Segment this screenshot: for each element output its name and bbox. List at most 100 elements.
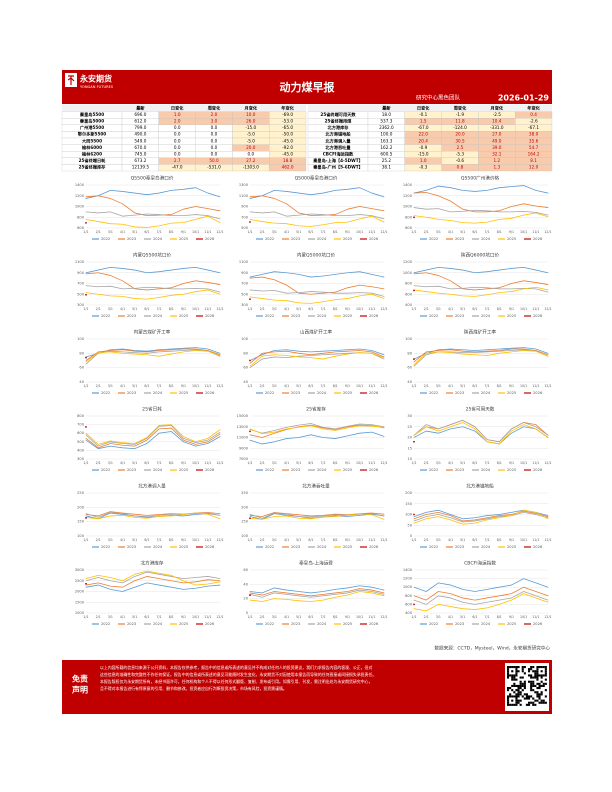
y-tick-label: 200 bbox=[405, 491, 413, 495]
x-tick-label: 3/1 bbox=[272, 461, 277, 465]
x-tick-label: 2/1 bbox=[260, 461, 265, 465]
cell-value: 38.0 bbox=[529, 132, 539, 137]
x-tick-label: 5/1 bbox=[132, 384, 137, 388]
row-label: CBCFI海运指数 bbox=[323, 151, 354, 158]
x-tick-label: 12/1 bbox=[544, 384, 551, 388]
qr-module bbox=[540, 670, 543, 673]
legend-label: 2024 bbox=[481, 622, 491, 626]
qr-module bbox=[509, 693, 512, 696]
y-tick-label: 150 bbox=[77, 520, 85, 524]
cell-value: 0.0 bbox=[211, 145, 218, 150]
qr-module bbox=[519, 682, 522, 685]
x-tick-label: 8/1 bbox=[169, 307, 174, 311]
cell-value: -2.6 bbox=[530, 119, 539, 124]
y-tick-label: 900 bbox=[241, 271, 249, 275]
legend-label: 2025 bbox=[343, 622, 352, 626]
qr-module bbox=[515, 689, 518, 692]
cell-value: -2.5 bbox=[493, 112, 502, 117]
series-line bbox=[413, 578, 549, 592]
qr-module bbox=[544, 689, 547, 692]
qr-module bbox=[515, 674, 518, 677]
x-tick-label: 7/1 bbox=[485, 538, 490, 542]
row-label: 25省终端库存 bbox=[79, 164, 107, 171]
y-tick-label: 500 bbox=[77, 292, 85, 296]
chart-title: Q5000秦皇岛港口价 bbox=[295, 175, 338, 182]
x-tick-label: 1/1 bbox=[83, 307, 88, 311]
cell-value: 0.0 bbox=[174, 145, 181, 150]
cell-value: -45.0 bbox=[282, 152, 293, 157]
qr-module bbox=[536, 682, 539, 685]
y-tick-label: 1000 bbox=[75, 205, 85, 209]
x-tick-label: 8/1 bbox=[497, 615, 502, 619]
series-line bbox=[85, 582, 221, 592]
qr-module bbox=[519, 691, 522, 694]
cell-value: 20.4 bbox=[419, 138, 429, 143]
y-tick-label: 100 bbox=[77, 337, 85, 341]
x-tick-label: 4/1 bbox=[448, 230, 453, 234]
qr-module bbox=[511, 678, 514, 681]
legend-label: 2022 bbox=[265, 622, 274, 626]
logo-glyph bbox=[67, 75, 75, 85]
cell-value: 696.0 bbox=[134, 112, 146, 117]
x-tick-label: 2/1 bbox=[424, 384, 429, 388]
legend-label: 2023 bbox=[127, 468, 136, 472]
cell-value: 0.0 bbox=[174, 152, 181, 157]
legend-label: 2025 bbox=[507, 545, 516, 549]
disclaimer-line: 且不得对本报告进行有悖原意的引用、删节和修改。投资者应自行判断投资决策，市场有风… bbox=[100, 686, 287, 691]
qr-module bbox=[509, 666, 512, 669]
x-tick-label: 1/1 bbox=[411, 307, 416, 311]
team: 研究中心黑色团队 bbox=[416, 94, 461, 102]
cell-value: 18.0 bbox=[382, 112, 392, 117]
x-tick-label: 2/1 bbox=[96, 307, 101, 311]
x-tick-label: 5/1 bbox=[132, 230, 137, 234]
x-tick-label: 11/1 bbox=[532, 384, 539, 388]
series-line bbox=[85, 348, 221, 361]
x-tick-label: 1/1 bbox=[83, 615, 88, 619]
y-tick-label: 1500 bbox=[75, 600, 85, 604]
cell-value: 1.0 bbox=[420, 158, 427, 163]
disclaimer-title: 免责 bbox=[72, 674, 88, 684]
qr-module bbox=[538, 687, 541, 690]
x-tick-label: 10/1 bbox=[192, 461, 199, 465]
qr-module bbox=[523, 672, 526, 675]
y-tick-label: 1400 bbox=[403, 568, 413, 572]
x-tick-label: 11/1 bbox=[368, 461, 375, 465]
legend-label: 2023 bbox=[455, 314, 464, 318]
y-tick-label: 25 bbox=[407, 425, 412, 429]
x-tick-label: 2/1 bbox=[96, 538, 101, 542]
legend-label: 2023 bbox=[455, 545, 464, 549]
series-line bbox=[85, 187, 221, 199]
y-tick-label: 20 bbox=[243, 597, 248, 601]
y-tick-label: 800 bbox=[405, 594, 413, 598]
x-tick-label: 11/1 bbox=[532, 538, 539, 542]
qr-module bbox=[515, 701, 518, 704]
x-tick-label: 10/1 bbox=[356, 307, 363, 311]
y-tick-label: 800 bbox=[405, 282, 413, 286]
legend-label: 2026 bbox=[205, 314, 215, 318]
legend-label: 2025 bbox=[179, 545, 188, 549]
legend-label: 2026 bbox=[205, 545, 215, 549]
x-tick-label: 12/1 bbox=[544, 230, 551, 234]
y-tick-label: 40 bbox=[243, 582, 248, 586]
x-tick-label: 12/1 bbox=[216, 307, 223, 311]
x-tick-label: 4/1 bbox=[284, 615, 289, 619]
chart-title: 陕西煤矿开工率 bbox=[464, 329, 497, 336]
series-line bbox=[413, 207, 549, 216]
qr-module bbox=[521, 689, 524, 692]
column-header: 月变化 bbox=[244, 104, 258, 111]
column-header: 周变化 bbox=[208, 104, 221, 111]
x-tick-label: 11/1 bbox=[532, 307, 539, 311]
qr-module bbox=[530, 674, 533, 677]
qr-module bbox=[536, 693, 539, 696]
x-tick-label: 10/1 bbox=[192, 307, 199, 311]
column-header: 年变化 bbox=[281, 104, 294, 111]
x-tick-label: 11/1 bbox=[204, 615, 211, 619]
row-label: 大同5500 bbox=[82, 137, 102, 144]
y-tick-label: 40 bbox=[243, 380, 248, 384]
legend-label: 2024 bbox=[153, 237, 163, 241]
qr-module bbox=[511, 666, 514, 669]
qr-module bbox=[511, 689, 514, 692]
x-tick-label: 8/1 bbox=[497, 230, 502, 234]
series-line bbox=[413, 586, 549, 601]
y-tick-label: 0 bbox=[410, 534, 413, 538]
